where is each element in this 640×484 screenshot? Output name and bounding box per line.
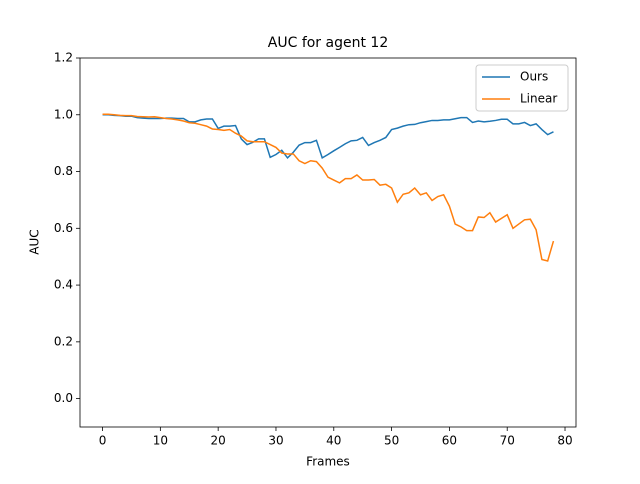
legend-label: Linear [520, 92, 557, 106]
x-tick-label: 80 [557, 434, 572, 448]
x-tick-label: 50 [384, 434, 399, 448]
x-tick-label: 70 [500, 434, 515, 448]
x-tick-label: 0 [99, 434, 107, 448]
axes-frame [79, 57, 577, 428]
x-tick-label: 10 [153, 434, 168, 448]
x-tick-label: 30 [268, 434, 283, 448]
legend-label: Ours [520, 70, 548, 84]
y-tick-label: 0.6 [54, 221, 73, 235]
series-line [102, 114, 554, 160]
y-tick-label: 1.2 [54, 51, 73, 65]
y-tick-label: 0.4 [54, 278, 73, 292]
chart-title: AUC for agent 12 [268, 35, 388, 51]
x-axis-label: Frames [306, 455, 350, 469]
y-tick-label: 1.0 [54, 107, 73, 121]
y-axis-label: AUC [28, 229, 42, 254]
x-tick-label: 20 [211, 434, 226, 448]
y-tick-label: 0.0 [54, 391, 73, 405]
series-line [102, 113, 555, 262]
x-tick-label: 60 [442, 434, 457, 448]
y-tick-label: 0.2 [54, 334, 73, 348]
y-tick-label: 0.8 [54, 164, 73, 178]
x-tick-label: 40 [326, 434, 341, 448]
